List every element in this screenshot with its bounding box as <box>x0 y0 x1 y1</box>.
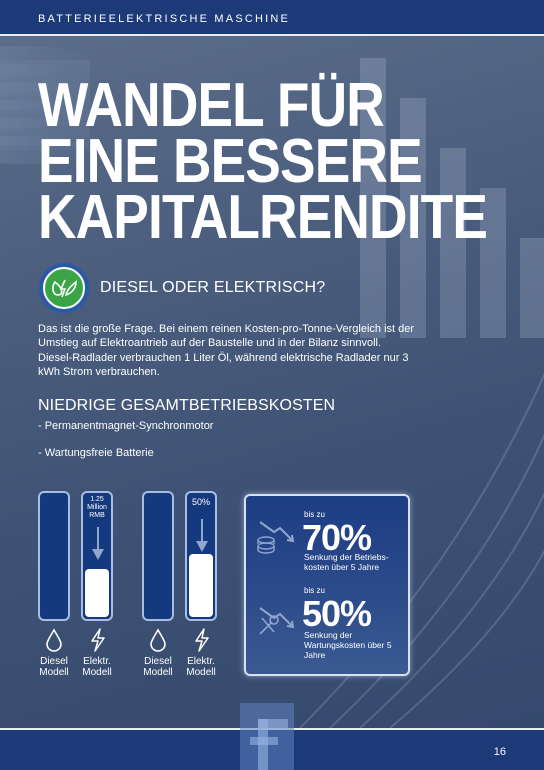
coin-stack-graphic <box>0 46 90 164</box>
page-number: 16 <box>493 746 506 758</box>
fuel-drop-icon <box>150 628 166 652</box>
tools-down-icon <box>259 607 295 635</box>
headline-line: KAPITALRENDITE <box>38 183 488 252</box>
savings-percent: 50% <box>302 593 372 634</box>
arrow-down-icon <box>196 519 208 552</box>
savings-panel: bis zu 70% Senkung der Betriebs-kosten ü… <box>244 494 410 676</box>
diesel-cost-tube <box>38 491 70 621</box>
electric-fill-level <box>189 554 213 617</box>
tube-caption: 1.25 Million RMB <box>87 496 107 519</box>
diesel-maintenance-tube <box>142 491 174 621</box>
lightning-icon <box>91 628 105 652</box>
headline-line: EINE BESSERE <box>38 127 423 196</box>
savings-description: Senkung der Betriebs-kosten über 5 Jahre <box>304 552 389 572</box>
savings-percent: 70% <box>302 517 372 558</box>
background-graphic <box>0 46 544 728</box>
coins-down-icon <box>257 521 295 554</box>
electric-model-label: Elektr. Modell <box>186 656 216 678</box>
eco-energy-icon <box>39 263 89 313</box>
headline: WANDEL FÜR EINE BESSERE KAPITALRENDITE <box>38 71 488 252</box>
electric-model-label: Elektr. Modell <box>82 656 112 678</box>
lightning-icon <box>195 628 209 652</box>
tco-heading: NIEDRIGE GESAMTBETRIEBSKOSTEN <box>38 397 336 414</box>
brand-logo <box>240 703 294 770</box>
savings-prefix: bis zu <box>304 586 325 595</box>
bar-graph-graphic <box>360 58 544 338</box>
fuel-drop-icon <box>46 628 62 652</box>
section-label: BATTERIEELEKTRISCHE MASCHINE <box>38 13 291 25</box>
electric-maintenance-tube: 50% <box>185 491 217 621</box>
savings-prefix: bis zu <box>304 510 325 519</box>
electric-fill-level <box>85 569 109 617</box>
electric-cost-tube: 1.25 Million RMB <box>81 491 113 621</box>
tube-caption: 50% <box>191 497 210 507</box>
diesel-model-label: Diesel Modell <box>143 656 173 678</box>
headline-line: WANDEL FÜR <box>38 71 385 140</box>
section-question: DIESEL ODER ELEKTRISCH? <box>100 279 326 296</box>
arrow-down-icon <box>92 527 104 560</box>
savings-description: Senkung der Wartungskosten über 5 Jahre <box>304 630 392 660</box>
top-bar: BATTERIEELEKTRISCHE MASCHINE <box>0 0 544 36</box>
bullet-item: - Permanentmagnet-Synchronmotor <box>38 420 214 432</box>
bullet-item: - Wartungsfreie Batterie <box>38 447 154 459</box>
intro-paragraph: Das ist die große Frage. Bei einem reine… <box>38 323 415 378</box>
diesel-model-label: Diesel Modell <box>39 656 69 678</box>
